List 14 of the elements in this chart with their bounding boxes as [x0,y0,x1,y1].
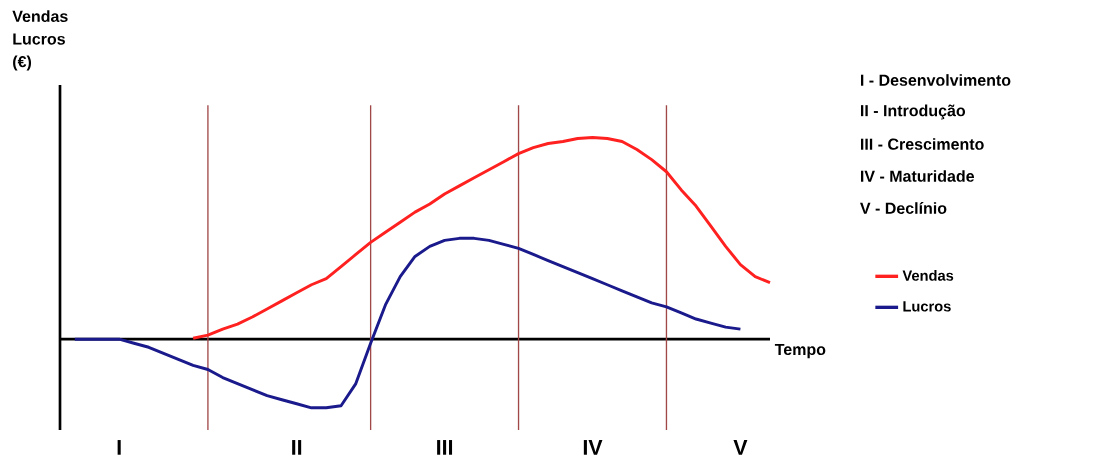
text: III - Crescimento [860,138,984,150]
text: V - Declínio [860,202,947,214]
x-tick-label: V [733,440,748,455]
x-tick-label: IV [583,440,603,455]
y-axis-title: Vendas Lucros (€) [12,10,68,71]
x-tick-label: II [292,440,302,455]
x-tick-label: III [437,440,453,455]
text: I - Desenvolvimento [860,74,1011,86]
x-tick-label: I [117,440,121,455]
legend-label: Lucros [903,301,951,312]
text: IV - Maturidade [860,170,975,182]
text: II - Introdução [860,104,966,120]
legend-label: Vendas [902,270,954,281]
x-axis-title: Tempo [774,343,826,359]
